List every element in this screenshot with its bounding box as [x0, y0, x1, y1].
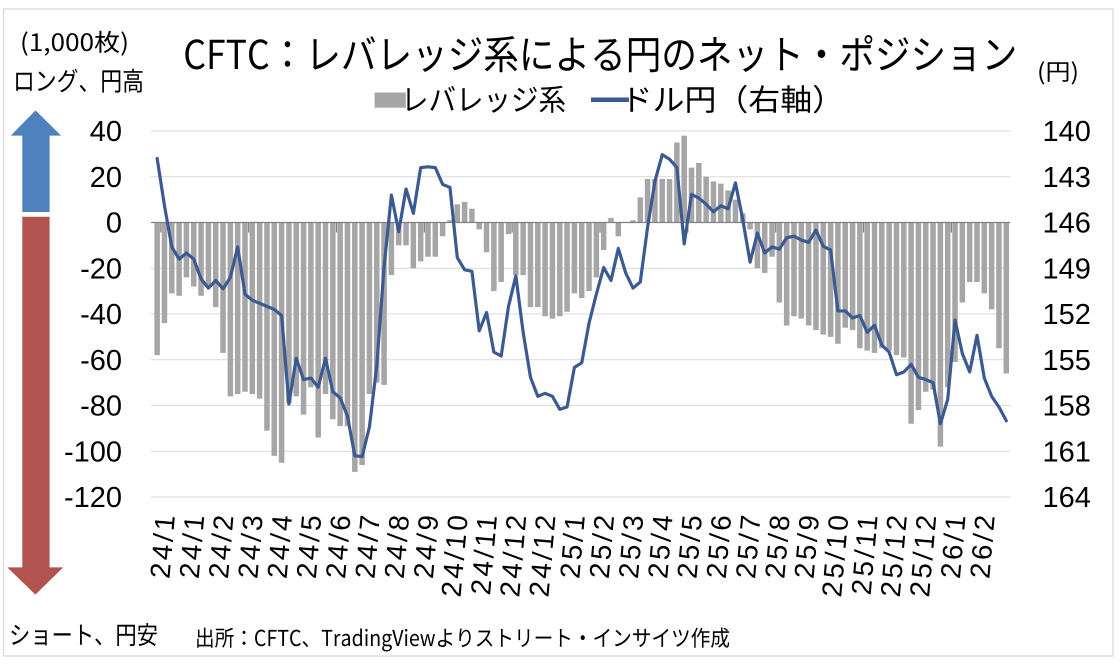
- svg-text:24/2: 24/2: [203, 511, 240, 580]
- svg-text:140: 140: [1043, 116, 1091, 148]
- svg-text:24/9: 24/9: [408, 511, 445, 580]
- svg-text:25/2: 25/2: [584, 511, 621, 580]
- svg-text:24/5: 24/5: [291, 511, 328, 580]
- svg-text:24/12: 24/12: [523, 511, 561, 598]
- svg-text:24/7: 24/7: [349, 511, 386, 580]
- svg-text:146: 146: [1043, 208, 1091, 240]
- svg-text:24/8: 24/8: [379, 511, 416, 580]
- svg-text:25/4: 25/4: [642, 511, 679, 580]
- svg-text:25/3: 25/3: [613, 511, 650, 580]
- svg-text:24/1: 24/1: [174, 511, 211, 580]
- svg-text:26/2: 26/2: [964, 511, 1001, 580]
- svg-text:-80: -80: [80, 391, 122, 423]
- svg-text:24/4: 24/4: [262, 511, 299, 580]
- svg-text:25/6: 25/6: [701, 511, 738, 580]
- svg-text:143: 143: [1043, 162, 1091, 194]
- svg-text:24/12: 24/12: [494, 511, 532, 598]
- svg-text:20: 20: [90, 162, 122, 194]
- svg-text:40: 40: [90, 116, 122, 148]
- svg-text:24/11: 24/11: [465, 511, 503, 596]
- svg-text:24/6: 24/6: [320, 511, 357, 580]
- svg-text:24/10: 24/10: [436, 511, 474, 598]
- svg-text:26/1: 26/1: [935, 511, 972, 580]
- svg-text:25/1: 25/1: [554, 511, 591, 580]
- svg-text:0: 0: [106, 208, 122, 240]
- svg-text:155: 155: [1043, 345, 1091, 377]
- svg-text:158: 158: [1043, 391, 1091, 423]
- svg-text:25/9: 25/9: [789, 511, 826, 580]
- svg-text:-40: -40: [80, 299, 122, 331]
- svg-text:25/12: 25/12: [904, 511, 942, 598]
- svg-text:25/11: 25/11: [846, 511, 884, 596]
- svg-text:152: 152: [1043, 299, 1091, 331]
- svg-text:24/3: 24/3: [232, 511, 269, 580]
- svg-text:24/1: 24/1: [144, 511, 181, 580]
- svg-text:25/12: 25/12: [875, 511, 913, 598]
- svg-text:25/7: 25/7: [730, 511, 767, 580]
- svg-text:-100: -100: [64, 436, 122, 468]
- svg-text:-20: -20: [80, 253, 122, 285]
- svg-text:25/5: 25/5: [671, 511, 708, 580]
- svg-text:25/8: 25/8: [759, 511, 796, 580]
- svg-text:161: 161: [1043, 436, 1091, 468]
- svg-text:-60: -60: [80, 345, 122, 377]
- svg-text:-120: -120: [64, 482, 122, 514]
- svg-text:164: 164: [1043, 482, 1091, 514]
- svg-text:25/10: 25/10: [816, 511, 854, 598]
- svg-text:149: 149: [1043, 253, 1091, 285]
